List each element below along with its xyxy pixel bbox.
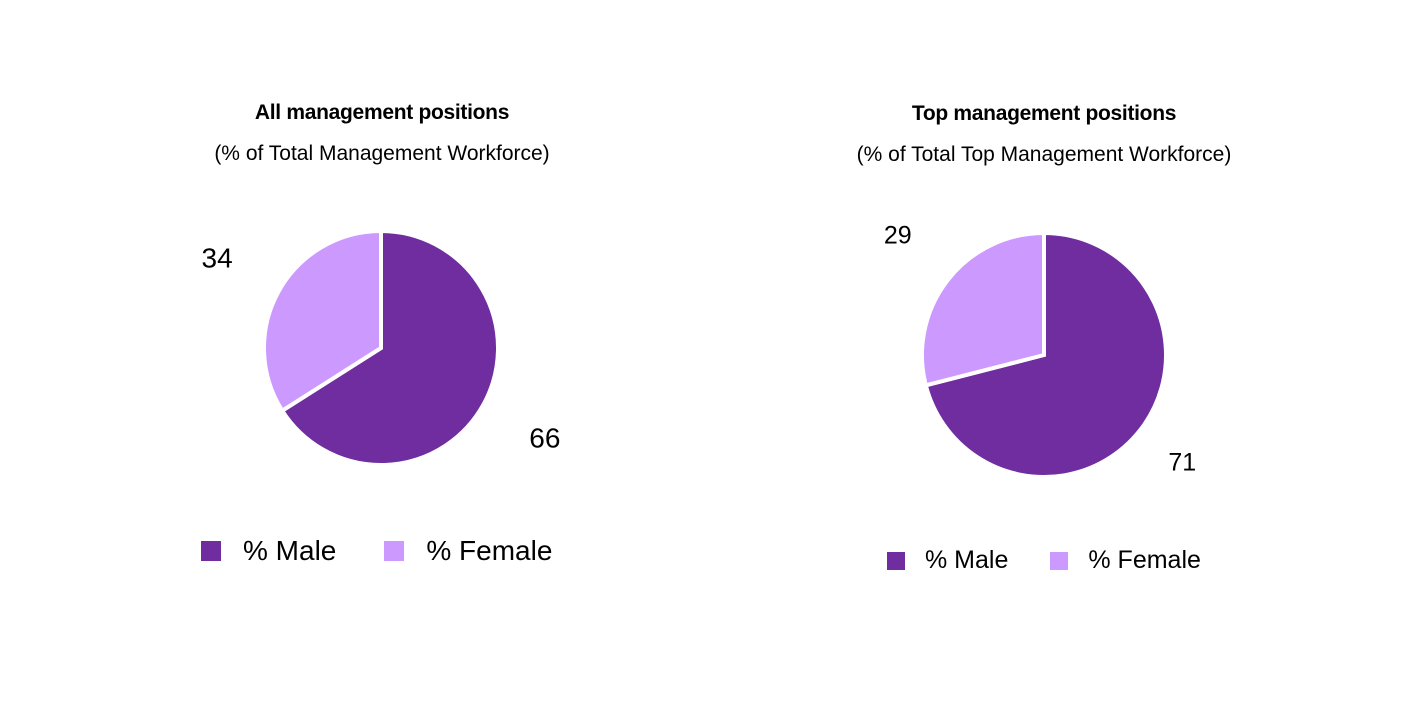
pie-slice-female [262,228,383,414]
legend-label-male: % Male [243,535,337,566]
chart-panel-all-management: All management positions (% of Total Man… [201,101,561,567]
chart-legend: % Male % Female [201,535,552,567]
legend-swatch-female [384,541,405,561]
pie-chart: 66 34 [201,228,561,467]
data-label-female: 29 [884,222,912,250]
pie-chart: 71 29 [884,222,1196,479]
chart-title: All management positions [254,101,510,124]
legend-item-female: % Female [384,535,552,567]
data-label-female: 34 [202,242,233,273]
legend-swatch-female [1050,551,1069,570]
pie-slice-male [279,228,500,467]
data-label-male: 66 [529,423,560,454]
legend-label-female: % Female [426,535,553,566]
chart-subtitle: (% of Total Management Workforce) [214,142,550,165]
legend-item-female: % Female [1050,546,1201,575]
chart-legend: % Male % Female [887,546,1201,575]
legend-label-male: % Male [925,546,1009,574]
pie-slice-female [920,230,1046,388]
legend-swatch-male [887,551,905,570]
legend-label-female: % Female [1088,546,1201,574]
chart-subtitle: (% of Total Top Management Workforce) [856,143,1232,166]
legend-item-male: % Male [887,546,1008,575]
chart-title: Top management positions [911,102,1177,125]
chart-panel-top-management: Top management positions (% of Total Top… [709,0,1418,708]
legend-item-male: % Male [201,535,336,567]
data-label-male: 71 [1168,448,1196,476]
legend-swatch-male [201,541,221,561]
